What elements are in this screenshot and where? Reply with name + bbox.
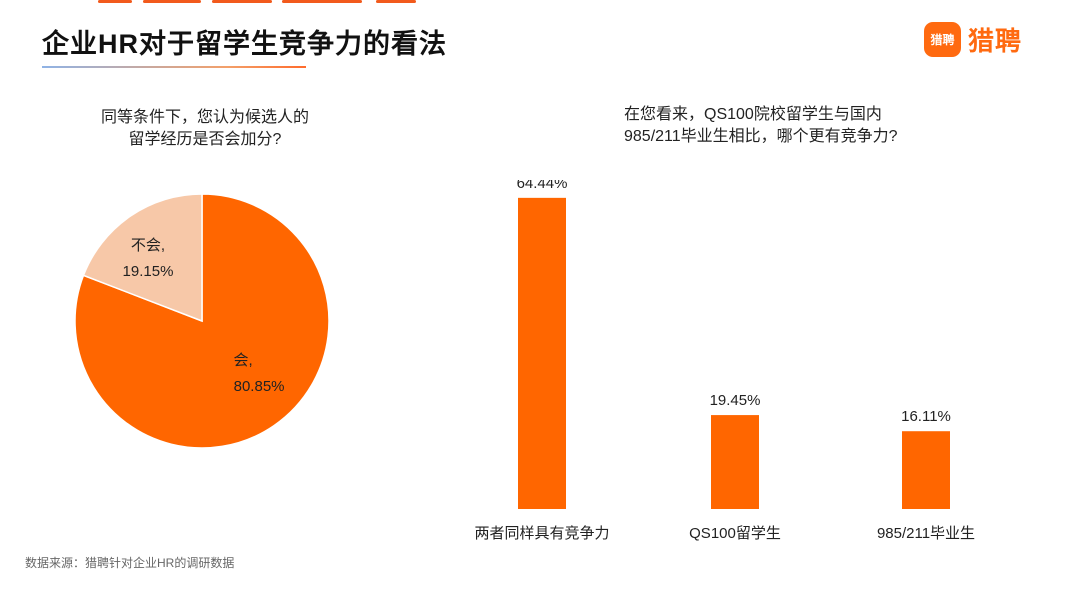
bar-value-label: 19.45% (710, 392, 761, 409)
bar-chart-title: 在您看来，QS100院校留学生与国内 985/211毕业生相比，哪个更有竞争力? (610, 104, 930, 148)
bar-category-label: 985/211毕业生 (877, 525, 975, 542)
bar-title-line: 985/211毕业生相比，哪个更有竞争力? (624, 128, 898, 145)
bar-chart: 64.44% 两者同样具有竞争力 19.45% QS100留学生 16.11% 985/2… (474, 180, 975, 542)
pie-slice (74, 193, 330, 449)
top-decoration (212, 0, 272, 3)
top-decoration (143, 0, 201, 3)
bar (518, 197, 566, 509)
top-decoration (282, 0, 362, 3)
brand-badge-icon: 猎聘 (924, 22, 961, 57)
brand-badge-text: 猎聘 (930, 33, 955, 47)
pie-title-line: 留学经历是否会加分? (128, 131, 282, 148)
brand-logo: 猎聘 猎聘 (924, 21, 1022, 58)
title-underline (42, 66, 306, 68)
pie-slice (82, 193, 203, 323)
pie-chart-title: 同等条件下，您认为候选人的 留学经历是否会加分? (80, 107, 330, 151)
top-decoration (376, 0, 416, 3)
pie-slice-value: 80.85% (234, 378, 285, 395)
page-title: 企业HR对于留学生竞争力的看法 (42, 29, 447, 59)
pie-slice-label: 不会, (131, 237, 165, 254)
source-note: 数据来源：猎聘针对企业HR的调研数据 (25, 556, 235, 570)
top-decoration (98, 0, 132, 3)
bar (902, 431, 950, 509)
pie-title-line: 同等条件下，您认为候选人的 (100, 109, 309, 126)
pie-slice-value: 19.15% (123, 263, 174, 280)
pie-chart: 会, 80.85% 不会, 19.15% (74, 193, 330, 449)
bar (711, 415, 759, 509)
bar-value-label: 16.11% (901, 408, 951, 425)
bar-title-line: 在您看来，QS100院校留学生与国内 (624, 106, 882, 123)
bar-value-label: 64.44% (517, 180, 568, 192)
bar-category-label: 两者同样具有竞争力 (474, 524, 609, 542)
bar-category-label: QS100留学生 (689, 525, 781, 542)
pie-slice-label: 会, (233, 352, 252, 369)
brand-name: 猎聘 (968, 26, 1023, 56)
